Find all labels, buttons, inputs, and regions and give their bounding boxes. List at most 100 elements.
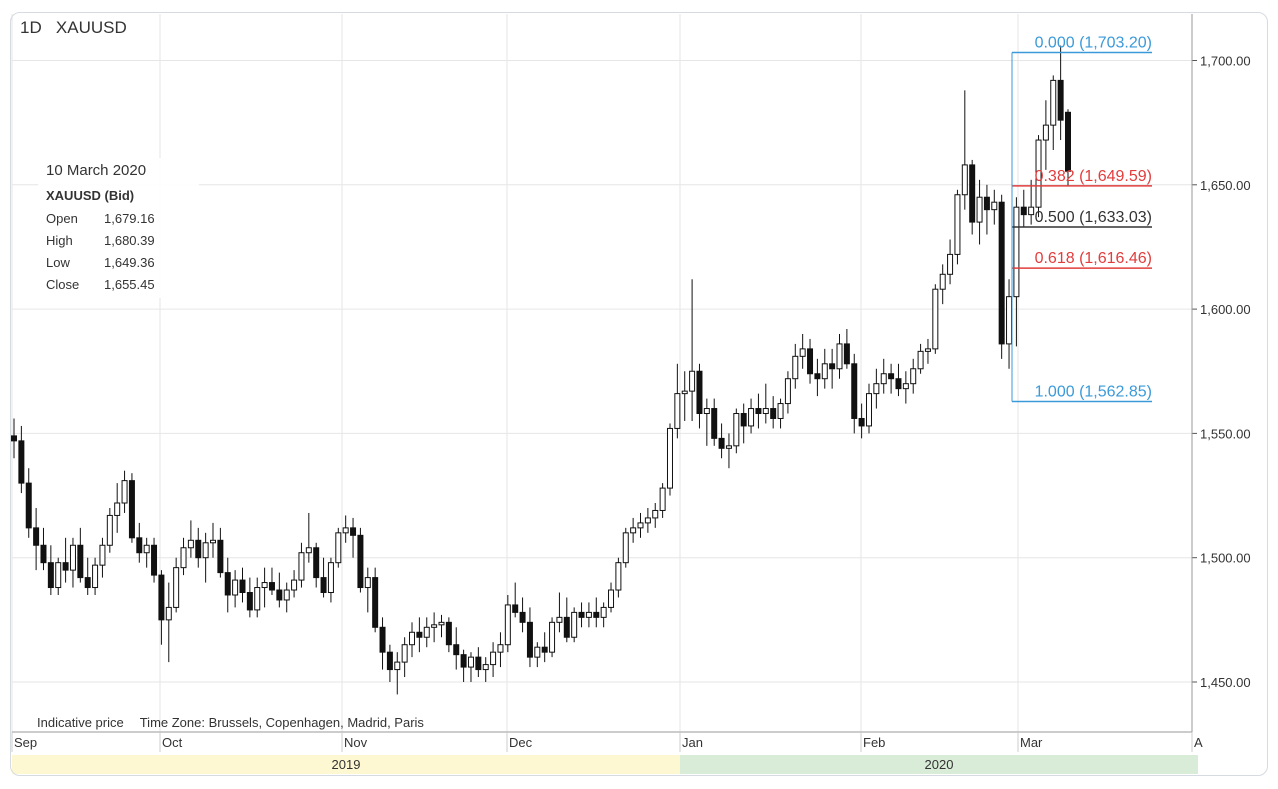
footer-note: Indicative price Time Zone: Brussels, Cop…	[37, 715, 440, 730]
candle-body-15	[121, 480, 128, 504]
year-label-2020: 2020	[925, 757, 954, 772]
indicative-price-label: Indicative price	[37, 715, 124, 730]
candle-body-44	[335, 532, 342, 564]
y-tick-label-3: 1,600.00	[1200, 302, 1251, 317]
candle-body-7	[62, 562, 69, 571]
candle-body-36	[276, 589, 283, 601]
candle-body-10	[84, 577, 91, 589]
candle-body-8	[69, 544, 76, 571]
info-low-label: Low	[46, 255, 70, 270]
candle-body-52	[394, 661, 401, 671]
candle-body-131	[976, 196, 983, 223]
candle-body-23	[180, 547, 187, 569]
candle-body-120	[895, 378, 902, 390]
candle-body-34	[261, 582, 268, 589]
candle-body-136	[1013, 206, 1020, 298]
candle-body-109	[814, 373, 821, 380]
candle-body-84	[630, 527, 637, 534]
candle-body-108	[807, 348, 814, 375]
candle-body-62	[467, 656, 474, 668]
candle-body-14	[114, 502, 121, 516]
candle-body-97	[725, 445, 732, 449]
candle-body-113	[843, 343, 850, 365]
candle-body-69	[519, 611, 526, 623]
candle-body-101	[755, 408, 762, 415]
candle-body-30	[232, 579, 239, 596]
candle-body-115	[858, 417, 865, 427]
candle-body-66	[497, 644, 504, 653]
candle-body-137	[1020, 206, 1027, 216]
candle-body-63	[475, 656, 482, 671]
candle-body-125	[932, 288, 939, 350]
candle-body-26	[202, 542, 209, 559]
candle-body-11	[92, 564, 99, 589]
candle-body-81	[608, 589, 615, 608]
candle-body-143	[1065, 111, 1071, 172]
candle-body-80	[600, 606, 607, 618]
candle-body-29	[224, 572, 231, 596]
symbol-label[interactable]: XAUUSD	[55, 18, 127, 37]
candle-body-37	[283, 589, 290, 601]
candle-body-55	[416, 631, 423, 638]
info-row-low: Low 1,649.36	[46, 252, 191, 274]
candle-body-40	[305, 547, 312, 554]
candle-body-87	[652, 509, 659, 519]
candle-body-48	[364, 577, 371, 589]
info-high-label: High	[46, 233, 73, 248]
fib-label-0.000: 0.000 (1,703.20)	[1035, 35, 1152, 52]
candle-body-12	[99, 544, 106, 566]
chart-header: 1D XAUUSD	[20, 18, 127, 38]
interval-label[interactable]: 1D	[20, 18, 42, 37]
candle-body-59	[445, 621, 452, 646]
candle-body-94	[703, 408, 710, 415]
candle-body-77	[578, 611, 585, 618]
y-tick-label-4: 1,650.00	[1200, 178, 1251, 193]
candle-body-138	[1028, 206, 1035, 216]
y-tick-label-5: 1,700.00	[1200, 54, 1251, 69]
candle-body-39	[298, 552, 305, 581]
candle-body-61	[460, 654, 467, 668]
info-row-close: Close 1,655.45	[46, 274, 191, 296]
candle-body-133	[991, 201, 998, 211]
candle-body-3	[33, 527, 40, 546]
candle-body-67	[504, 604, 511, 646]
candle-body-64	[482, 664, 489, 671]
candle-body-128	[954, 194, 961, 255]
candle-body-50	[379, 626, 386, 653]
candle-body-60	[453, 644, 460, 656]
candle-body-43	[327, 562, 334, 594]
candle-body-76	[571, 611, 578, 638]
candle-body-107	[799, 348, 806, 357]
candle-body-53	[401, 644, 408, 663]
candle-body-74	[556, 616, 563, 623]
candle-body-51	[386, 651, 393, 671]
y-tick-label-1: 1,500.00	[1200, 551, 1251, 566]
candle-body-45	[342, 527, 349, 534]
candle-body-123	[917, 350, 924, 370]
candle-body-121	[902, 383, 909, 390]
x-tick-label-1: Oct	[162, 735, 183, 750]
candle-body-90	[674, 393, 681, 429]
info-symbol: XAUUSD (Bid)	[46, 188, 135, 203]
candle-body-104	[777, 403, 784, 419]
info-close-label: Close	[46, 277, 80, 292]
candle-body-41	[313, 547, 320, 579]
x-tick-label-2: Nov	[344, 735, 368, 750]
candle-body-20	[158, 574, 165, 621]
candle-body-28	[217, 539, 224, 574]
candle-body-135	[1006, 296, 1013, 345]
candle-body-13	[106, 514, 113, 546]
candle-body-124	[924, 348, 931, 352]
candle-body-35	[268, 582, 275, 591]
candle-body-27	[210, 539, 217, 544]
candle-body-82	[615, 562, 622, 591]
candle-body-54	[409, 631, 416, 646]
year-band-2020	[680, 755, 1198, 774]
x-tick-label-3: Dec	[509, 735, 533, 750]
info-date: 10 March 2020	[46, 162, 147, 179]
candle-body-46	[350, 527, 357, 536]
candle-body-103	[770, 408, 777, 419]
year-band-2019	[12, 755, 680, 774]
y-tick-label-0: 1,450.00	[1200, 675, 1251, 690]
